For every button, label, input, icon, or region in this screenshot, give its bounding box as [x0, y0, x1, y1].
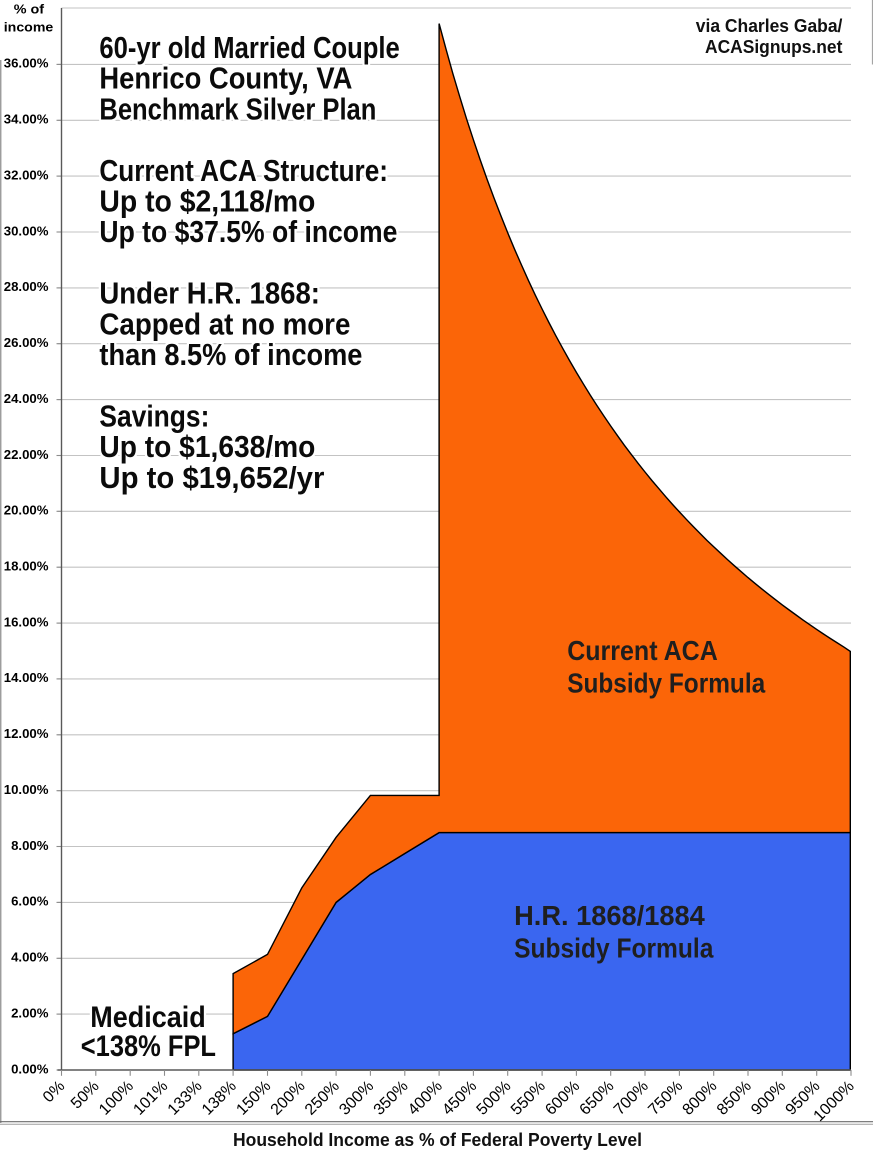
svg-text:Capped at no more: Capped at no more: [99, 307, 350, 341]
svg-text:12.00%: 12.00%: [4, 726, 49, 741]
svg-text:% of: % of: [14, 2, 45, 17]
svg-text:34.00%: 34.00%: [4, 112, 49, 127]
svg-text:Up to $2,118/mo: Up to $2,118/mo: [99, 185, 315, 219]
svg-text:Henrico County, VA: Henrico County, VA: [99, 62, 352, 96]
svg-text:Subsidy Formula: Subsidy Formula: [514, 933, 714, 964]
svg-text:Under H.R. 1868:: Under H.R. 1868:: [99, 277, 320, 311]
svg-text:30.00%: 30.00%: [4, 223, 49, 238]
svg-text:26.00%: 26.00%: [4, 335, 49, 350]
svg-text:Savings:: Savings:: [99, 399, 209, 433]
svg-text:H.R. 1868/1884: H.R. 1868/1884: [514, 900, 705, 931]
svg-text:32.00%: 32.00%: [4, 167, 49, 182]
svg-text:Benchmark Silver Plan: Benchmark Silver Plan: [99, 92, 376, 126]
svg-text:22.00%: 22.00%: [4, 447, 49, 462]
svg-text:Household Income as % of Feder: Household Income as % of Federal Poverty…: [233, 1130, 642, 1150]
svg-text:income: income: [4, 20, 54, 35]
svg-text:20.00%: 20.00%: [4, 503, 49, 518]
svg-text:Up to $1,638/mo: Up to $1,638/mo: [99, 430, 315, 464]
svg-text:60-yr old Married Couple: 60-yr old Married Couple: [99, 31, 399, 65]
svg-text:6.00%: 6.00%: [11, 894, 49, 909]
svg-text:10.00%: 10.00%: [4, 782, 49, 797]
svg-text:36.00%: 36.00%: [4, 56, 49, 71]
svg-text:Up to $19,652/yr: Up to $19,652/yr: [99, 461, 324, 495]
svg-text:18.00%: 18.00%: [4, 559, 49, 574]
svg-text:24.00%: 24.00%: [4, 391, 49, 406]
svg-text:Subsidy Formula: Subsidy Formula: [567, 668, 765, 699]
svg-text:28.00%: 28.00%: [4, 279, 49, 294]
svg-text:Current ACA: Current ACA: [567, 635, 718, 666]
svg-text:than 8.5% of income: than 8.5% of income: [99, 338, 362, 372]
svg-text:8.00%: 8.00%: [11, 838, 49, 853]
svg-text:Current ACA Structure:: Current ACA Structure:: [99, 154, 388, 188]
svg-text:16.00%: 16.00%: [4, 614, 49, 629]
svg-text:4.00%: 4.00%: [11, 950, 49, 965]
svg-text:ACASignups.net: ACASignups.net: [705, 36, 842, 57]
svg-text:via Charles Gaba/: via Charles Gaba/: [696, 15, 843, 36]
svg-text:<138% FPL: <138% FPL: [81, 1030, 216, 1063]
svg-text:Medicaid: Medicaid: [90, 1001, 206, 1034]
svg-text:2.00%: 2.00%: [11, 1005, 49, 1020]
svg-text:14.00%: 14.00%: [4, 670, 49, 685]
svg-text:0.00%: 0.00%: [11, 1061, 49, 1076]
svg-text:Up to $37.5% of income: Up to $37.5% of income: [99, 215, 397, 249]
